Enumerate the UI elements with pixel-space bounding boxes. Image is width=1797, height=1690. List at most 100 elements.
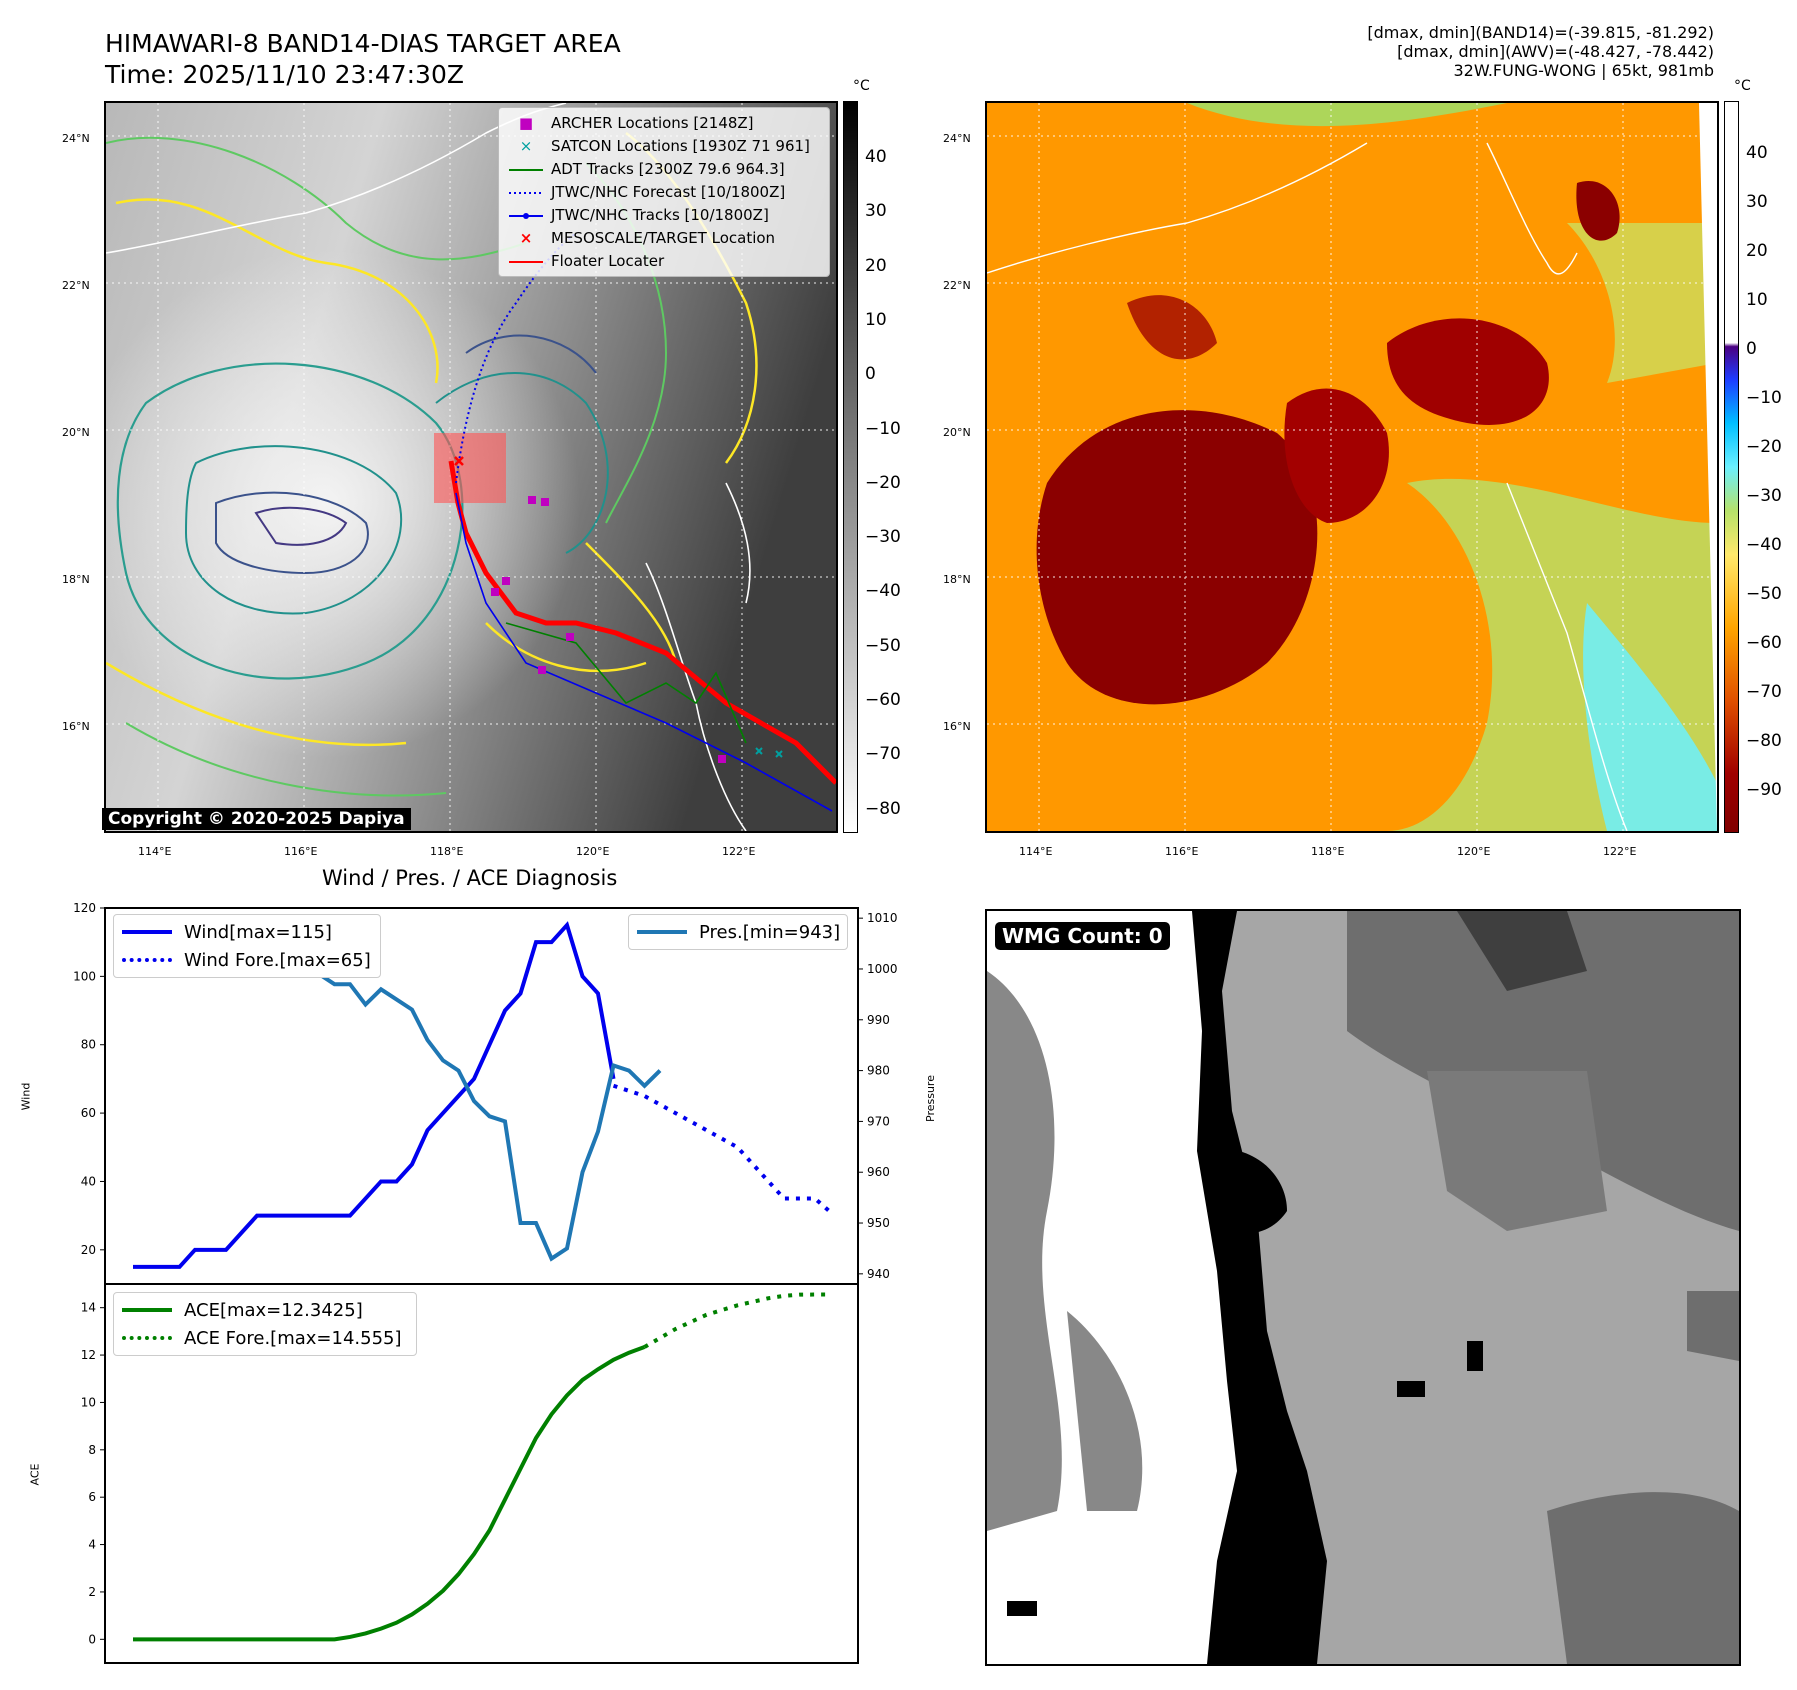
colorbar-awv [1724,101,1739,833]
floater-track [448,460,836,785]
colorbar-tick: 30 [865,201,887,222]
wmg-panel [985,909,1741,1666]
ace-subplot: 0 2 4 6 8 10 12 14 [81,1283,859,1664]
colorbar-tick: 10 [1746,290,1768,310]
ace-forecast-legend-line [122,1336,172,1340]
legend-mesoscale: MESOSCALE/TARGET Location [551,228,776,247]
map-legend: ■ ARCHER Locations [2148Z] × SATCON Locati… [498,107,830,277]
colorbar-tick: 30 [1746,192,1768,212]
forecast-legend-icon [507,183,545,201]
lat-tick: 20°N [62,426,90,439]
lat-tick: 18°N [943,573,971,586]
ace-legend-line [122,1308,172,1312]
colorbar-tick: 40 [1746,143,1768,163]
lat-tick: 16°N [943,720,971,733]
colorbar-tick: −50 [865,635,901,656]
colorbar-tick: −90 [1746,780,1782,800]
colorbar-tick: −60 [865,690,901,710]
lon-tick: 114°E [1019,845,1053,858]
pressure-legend: Pres.[min=943] [628,914,848,950]
colorbar-tick: 20 [865,255,887,276]
colorbar-tick: −20 [865,472,901,493]
wind-axis-label: Wind [19,1082,33,1111]
colorbar-tick: −10 [1746,388,1782,408]
wind-legend-label: Wind[max=115] [184,921,332,943]
awv-map-image [987,103,1717,831]
archer-legend-icon: ■ [518,113,534,132]
title-line-2: Time: 2025/11/10 23:47:30Z [105,60,464,89]
wind-tick-label: 40 [81,1174,96,1188]
ace-tick-label: 8 [88,1443,96,1457]
pressure-axis-label: Pressure [923,1075,937,1122]
wind-tick-label: 20 [81,1243,96,1257]
figure-title: HIMAWARI-8 BAND14-DIAS TARGET AREA Time:… [105,28,621,90]
colorbar-tick: −10 [865,418,901,439]
colorbar-awv-unit: °C [1734,78,1751,94]
colorbar-grey [843,101,858,833]
title-line-1: HIMAWARI-8 BAND14-DIAS TARGET AREA [105,29,621,58]
ace-forecast-legend-label: ACE Fore.[max=14.555] [184,1327,402,1349]
lat-tick: 22°N [943,279,971,292]
lat-tick: 18°N [62,573,90,586]
target-legend-icon: × [519,228,533,247]
ace-tick-label: 6 [88,1490,96,1504]
colorbar-tick: −30 [865,527,901,548]
ace-legend: ACE[max=12.3425] ACE Fore.[max=14.555] [113,1292,417,1356]
satcon-legend-icon: × [519,136,533,155]
ace-legend-label: ACE[max=12.3425] [184,1299,363,1321]
legend-floater: Floater Locater [551,251,665,270]
lon-tick: 120°E [576,845,610,858]
ace-tick-label: 14 [81,1301,96,1315]
tracks-legend-icon [507,206,545,224]
wind-series-line [133,921,616,1269]
stats-line-1: [dmax, dmin](BAND14)=(-39.815, -81.292) [1367,23,1714,42]
ace-axis-label: ACE [28,1463,42,1486]
pressure-tick-label: 1000 [867,962,898,976]
lon-tick: 116°E [284,845,318,858]
wmg-image [987,911,1739,1664]
diagnosis-chart-title: Wind / Pres. / ACE Diagnosis [322,866,618,890]
pressure-tick-label: 940 [867,1267,890,1281]
colorbar-tick: 40 [865,147,887,167]
colorbar-tick: −40 [865,581,901,602]
pressure-tick-label: 950 [867,1216,890,1230]
ace-tick-label: 12 [81,1348,96,1362]
ace-tick-label: 0 [88,1632,96,1646]
colorbar-tick: 20 [1746,241,1768,261]
jtwc-forecast [455,232,577,484]
colorbar-tick: −70 [865,744,901,765]
floater-box [434,433,506,503]
lon-tick: 122°E [1603,845,1637,858]
colorbar-tick: 10 [865,309,887,330]
ace-forecast-series-line [643,1292,831,1349]
satcon-points [755,747,783,758]
floater-legend-icon [507,252,545,270]
lat-tick: 22°N [62,279,90,292]
diagnosis-chart: 2040608010012094095096097098099010001010… [73,901,898,1664]
lat-tick: 24°N [62,132,90,145]
ace-tick-label: 4 [88,1538,96,1552]
ace-plot-frame [104,1283,859,1664]
legend-satcon: SATCON Locations [1930Z 71 961] [551,136,810,155]
lon-tick: 118°E [1311,845,1345,858]
ace-tick-label: 2 [88,1585,96,1599]
awv-map-panel [985,101,1719,833]
stats-block: [dmax, dmin](BAND14)=(-39.815, -81.292) … [1367,23,1714,80]
colorbar-tick: 0 [1746,339,1757,359]
colorbar-tick: −80 [865,798,901,819]
adt-legend-icon [507,160,545,178]
colorbar-tick: −80 [1746,731,1782,751]
legend-jtwc-forecast: JTWC/NHC Forecast [10/1800Z] [551,182,786,201]
legend-archer: ARCHER Locations [2148Z] [551,113,754,132]
mesoscale-target-marker [454,456,464,466]
wind-forecast-series-line [612,1083,832,1214]
wind-tick-label: 80 [81,1038,96,1052]
pressure-tick-label: 980 [867,1064,890,1078]
pressure-tick-label: 970 [867,1114,890,1128]
colorbar-tick: −40 [1746,535,1782,555]
wind-legend-line [122,930,172,934]
colorbar-tick: −60 [1746,633,1782,653]
pressure-tick-label: 1010 [867,911,898,925]
jtwc-track [455,492,833,812]
lon-tick: 122°E [722,845,756,858]
